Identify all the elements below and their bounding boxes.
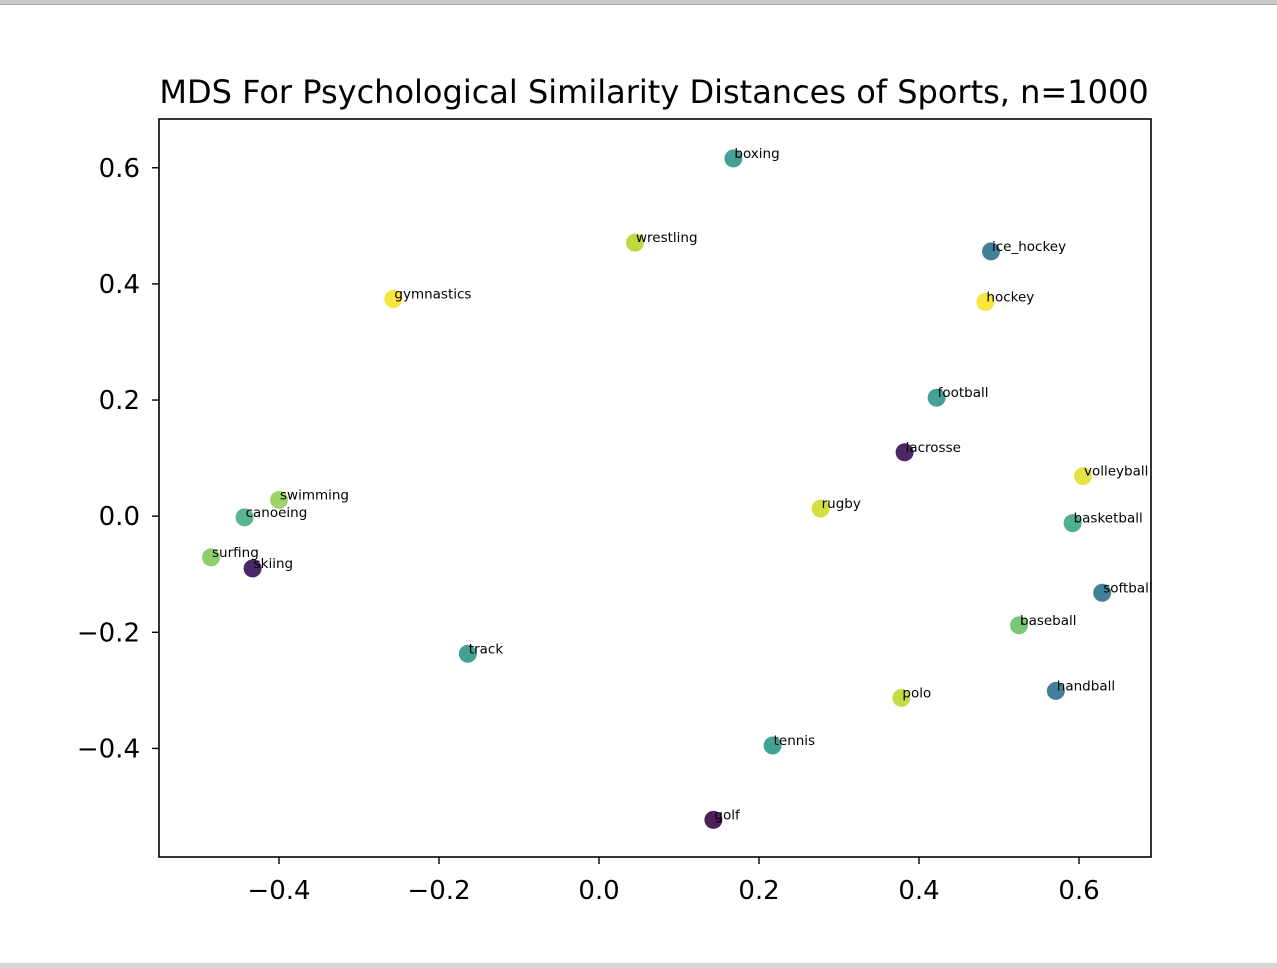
y-tick-label: −0.4	[77, 734, 140, 764]
x-tick-label: 0.0	[578, 876, 619, 906]
point-label-wrestling: wrestling	[636, 230, 698, 246]
point-swimming	[270, 490, 288, 509]
point-label-lacrosse: lacrosse	[906, 440, 961, 456]
x-tick-label: 0.6	[1058, 876, 1099, 906]
plot-area	[158, 118, 1152, 858]
point-baseball	[1010, 616, 1028, 635]
point-wrestling	[626, 233, 644, 252]
y-tick-label: −0.2	[77, 618, 140, 648]
point-label-boxing: boxing	[734, 146, 779, 162]
point-tennis	[763, 736, 782, 755]
point-labels: boxing wrestling ice_hockey gymnastics hocke…	[212, 146, 1153, 823]
point-label-hockey: hockey	[986, 289, 1034, 305]
point-canoeing	[235, 508, 254, 527]
point-label-swimming: swimming	[280, 487, 349, 503]
point-label-ice_hockey: ice_hockey	[992, 239, 1066, 255]
y-tick-label: 0.4	[99, 270, 140, 300]
x-tick-label: −0.2	[407, 876, 470, 906]
point-rugby	[811, 499, 830, 518]
point-hockey	[976, 292, 995, 311]
x-axis: −0.4 −0.2 0.0 0.2 0.4 0.6	[247, 857, 1100, 906]
point-volleyball	[1074, 467, 1092, 486]
point-label-football: football	[938, 385, 989, 401]
point-label-tennis: tennis	[774, 733, 816, 749]
y-tick-label: 0.6	[99, 154, 140, 184]
point-golf	[704, 810, 723, 829]
point-label-basketball: basketball	[1074, 511, 1143, 527]
point-label-polo: polo	[902, 685, 931, 701]
point-label-volleyball: volleyball	[1084, 464, 1148, 480]
point-gymnastics	[384, 290, 403, 308]
window-bottom-edge	[0, 963, 1277, 968]
point-handball	[1046, 681, 1065, 700]
point-label-skiing: skiing	[254, 556, 293, 572]
point-label-softball: softball	[1103, 580, 1152, 596]
point-label-handball: handball	[1057, 678, 1115, 694]
x-tick-label: 0.2	[738, 876, 779, 906]
point-track	[458, 644, 477, 663]
point-label-canoeing: canoeing	[246, 505, 308, 521]
point-label-baseball: baseball	[1020, 613, 1077, 629]
point-label-track: track	[469, 641, 504, 657]
point-skiing	[243, 559, 262, 578]
point-lacrosse	[895, 443, 914, 462]
point-polo	[892, 688, 911, 707]
y-tick-label: 0.2	[99, 386, 140, 416]
chart-title: MDS For Psychological Similarity Distanc…	[159, 73, 1148, 111]
point-label-gymnastics: gymnastics	[394, 287, 471, 303]
point-label-golf: golf	[714, 807, 741, 823]
point-boxing	[724, 149, 743, 168]
point-surfing	[202, 548, 220, 567]
point-ice_hockey	[982, 242, 1000, 261]
y-axis: −0.4 −0.2 0.0 0.2 0.4 0.6	[77, 154, 159, 764]
x-tick-label: −0.4	[247, 876, 310, 906]
y-tick-label: 0.0	[99, 502, 140, 532]
point-label-rugby: rugby	[822, 496, 861, 512]
x-tick-label: 0.4	[898, 876, 939, 906]
window-top-edge	[0, 0, 1277, 5]
point-basketball	[1063, 514, 1082, 533]
point-softball	[1093, 583, 1112, 602]
data-points	[202, 149, 1112, 829]
point-football	[927, 388, 946, 407]
point-label-surfing: surfing	[212, 545, 259, 561]
